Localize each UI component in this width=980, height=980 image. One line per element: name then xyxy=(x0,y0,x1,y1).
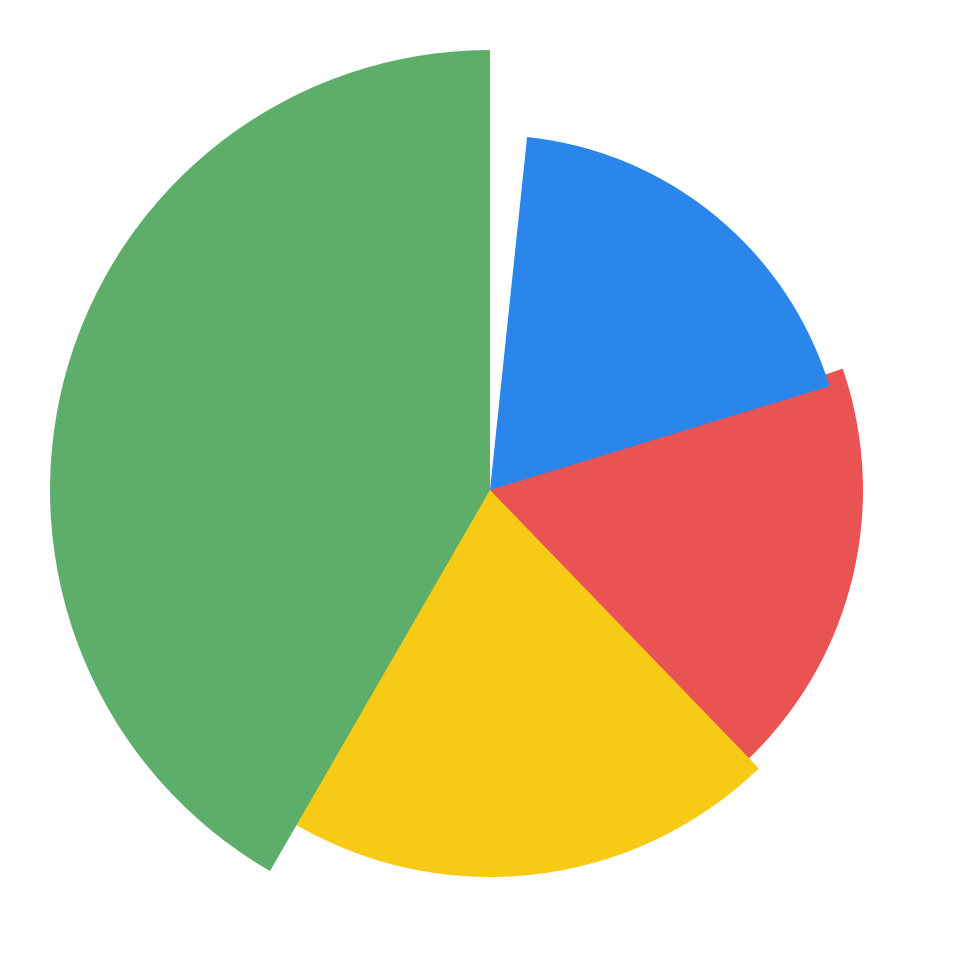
pie-chart-svg xyxy=(0,0,980,980)
pie-chart xyxy=(0,0,980,980)
